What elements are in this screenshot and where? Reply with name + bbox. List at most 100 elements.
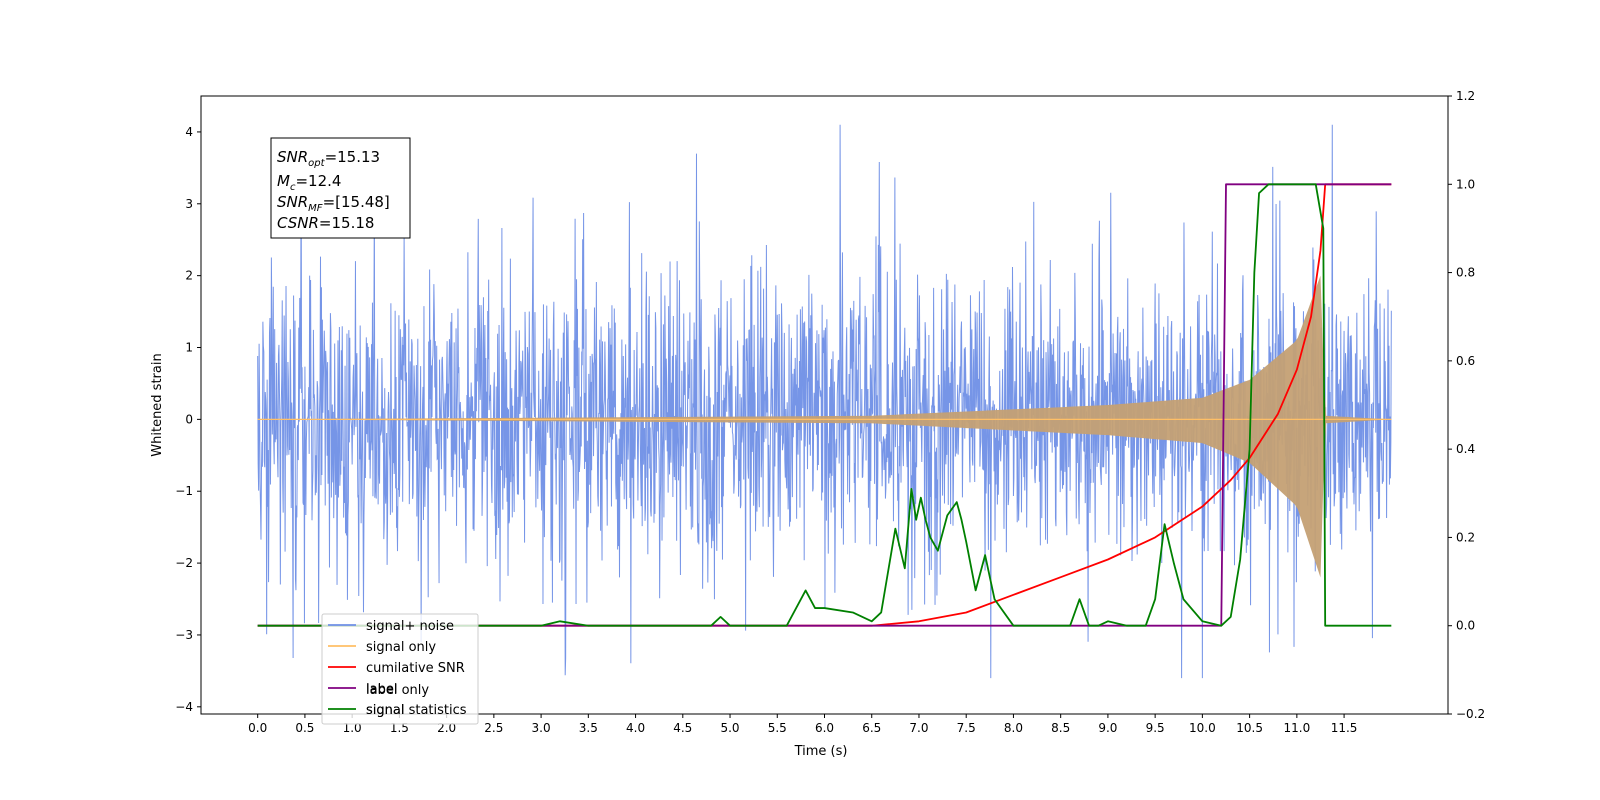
y-left-tick: −3 [175, 628, 201, 642]
y-axis-left: 4 3 2 1 0 −1 −2 −3 −4 [175, 125, 201, 714]
y-left-tick-label: 1 [185, 341, 193, 355]
y-right-tick-label: 1.2 [1456, 89, 1475, 103]
y-right-tick: 1.2 [1448, 89, 1475, 103]
x-tick-label: 5.5 [768, 721, 787, 735]
x-tick-label: 9.5 [1146, 721, 1165, 735]
y-left-tick: 2 [185, 269, 201, 283]
y-right-tick-label: 0.0 [1456, 619, 1475, 633]
x-tick-label: 7.5 [957, 721, 976, 735]
x-tick-label: 2.5 [484, 721, 503, 735]
x-tick-label: 7.0 [909, 721, 928, 735]
y-left-tick-label: 4 [185, 125, 193, 139]
legend: label only signal signal+ noise signal on… [321, 613, 479, 725]
x-tick-label: 10.0 [1189, 721, 1216, 735]
x-tick-label: 4.0 [626, 721, 645, 735]
y-left-tick: −1 [175, 484, 201, 498]
y-right-tick: 1.0 [1448, 177, 1475, 191]
legend-item: signal+ noise [328, 619, 454, 634]
y-right-tick-label: 0.6 [1456, 354, 1475, 368]
x-tick: 6.5 [862, 714, 881, 735]
y-left-tick: 3 [185, 197, 201, 211]
y-axis-title: Whitened strain [150, 353, 165, 456]
x-tick-label: 11.5 [1331, 721, 1358, 735]
x-tick: 10.5 [1236, 714, 1263, 735]
x-tick: 7.5 [957, 714, 976, 735]
snr-mf-annotation: SNRMF=[15.48] [277, 193, 390, 214]
y-left-tick-label: −4 [175, 700, 193, 714]
x-tick: 9.5 [1146, 714, 1165, 735]
x-tick: 2.5 [484, 714, 503, 735]
x-tick: 4.0 [626, 714, 645, 735]
y-right-tick: 0.2 [1448, 530, 1475, 544]
y-left-tick: −2 [175, 556, 201, 570]
x-tick: 3.0 [532, 714, 551, 735]
y-right-tick-label: 0.8 [1456, 266, 1475, 280]
x-tick: 3.5 [579, 714, 598, 735]
y-left-tick-label: 2 [185, 269, 193, 283]
x-tick: 5.0 [720, 714, 740, 735]
x-tick: 8.0 [1004, 714, 1023, 735]
legend-item: label [328, 682, 397, 697]
legend-hidden-label-only: label only [366, 683, 429, 698]
y-right-tick: 0.4 [1448, 442, 1475, 456]
x-tick-label: 5.0 [720, 721, 739, 735]
y-right-tick: −0.2 [1448, 707, 1485, 721]
y-left-tick: 4 [185, 125, 201, 139]
y-right-tick: 0.6 [1448, 354, 1475, 368]
y-left-tick-label: 3 [185, 197, 193, 211]
y-right-tick: 0.0 [1448, 619, 1475, 633]
y-right-tick-label: −0.2 [1456, 707, 1485, 721]
x-tick-label: 4.5 [673, 721, 692, 735]
legend-label: signal statistics [366, 703, 467, 718]
x-tick-label: 9.0 [1098, 721, 1117, 735]
csnr-annotation: CSNR=15.18 [277, 214, 374, 232]
x-tick: 4.5 [673, 714, 692, 735]
x-tick-label: 8.0 [1004, 721, 1023, 735]
x-tick: 0.0 [248, 714, 267, 735]
y-left-tick: −4 [175, 700, 201, 714]
y-left-tick-label: 0 [185, 412, 193, 426]
y-axis-right: 1.2 1.0 0.8 0.6 0.4 0.2 0.0 −0.2 [1448, 89, 1485, 721]
x-tick: 5.5 [768, 714, 787, 735]
y-right-tick-label: 1.0 [1456, 177, 1475, 191]
x-tick-label: 0.0 [248, 721, 267, 735]
x-tick: 7.0 [909, 714, 929, 735]
legend-label: cumilative SNR [366, 661, 465, 676]
x-tick: 0.5 [295, 714, 314, 735]
x-tick-label: 11.0 [1283, 721, 1310, 735]
snr-opt-annotation: SNRopt=15.13 [277, 148, 380, 169]
x-tick-label: 8.5 [1051, 721, 1070, 735]
y-right-tick-label: 0.2 [1456, 530, 1475, 544]
signal-only-band [257, 275, 1392, 578]
y-left-tick-label: −1 [175, 484, 193, 498]
x-tick: 11.0 [1283, 714, 1310, 735]
legend-label: signal+ noise [366, 619, 454, 634]
y-right-tick-label: 0.4 [1456, 442, 1475, 456]
legend-hidden-signal: signal [366, 703, 404, 718]
plot-area [257, 124, 1392, 679]
y-left-tick: 0 [185, 412, 201, 426]
y-left-tick-label: −3 [175, 628, 193, 642]
legend-item: signal only [328, 640, 436, 655]
x-axis-title: Time (s) [794, 744, 848, 759]
annotation-box: SNRopt=15.13 Mc=12.4 SNRMF=[15.48] CSNR=… [270, 137, 411, 239]
x-tick-label: 6.5 [862, 721, 881, 735]
y-left-tick: 1 [185, 341, 201, 355]
x-tick: 6.0 [815, 714, 834, 735]
x-tick: 10.0 [1189, 714, 1216, 735]
x-tick-label: 3.5 [579, 721, 598, 735]
legend-item: signal statistics [328, 703, 467, 718]
mc-annotation: Mc=12.4 [277, 172, 341, 193]
legend-label: signal only [366, 640, 436, 655]
x-tick-label: 3.0 [532, 721, 551, 735]
x-tick: 9.0 [1098, 714, 1117, 735]
y-left-tick-label: −2 [175, 556, 193, 570]
x-tick-label: 0.5 [295, 721, 314, 735]
legend-item: cumilative SNR [328, 661, 465, 676]
y-right-tick: 0.8 [1448, 266, 1475, 280]
x-tick-label: 10.5 [1236, 721, 1263, 735]
cumilative-snr-line [257, 183, 1392, 627]
x-tick-label: 6.0 [815, 721, 834, 735]
x-tick: 8.5 [1051, 714, 1070, 735]
